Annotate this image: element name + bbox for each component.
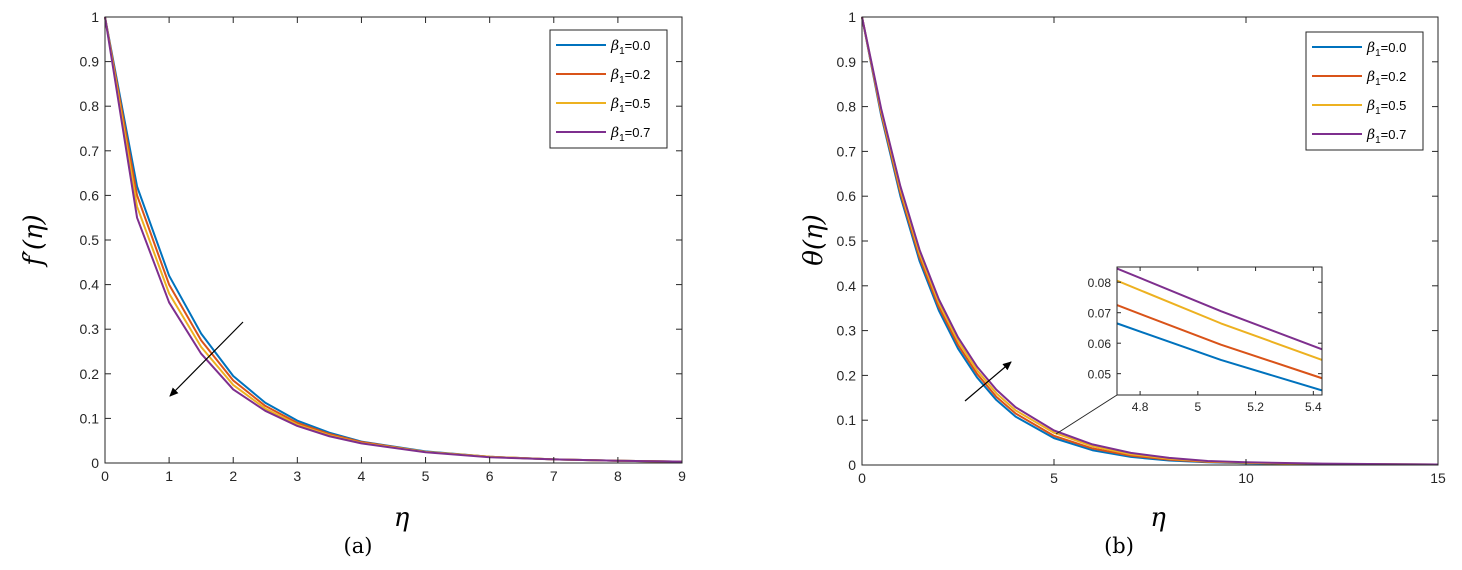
panel-b-inset-y-tick-label: 0.07: [1088, 307, 1112, 321]
panel-b-x-tick-label: 0: [858, 470, 866, 486]
panel-a-y-tick-label: 0.2: [80, 366, 100, 382]
panel-b-inset-series-line-1: [1117, 304, 1322, 380]
panel-b-y-tick-label: 0.3: [837, 323, 857, 339]
panel-b-y-axis-label: θ(η): [799, 214, 829, 266]
panel-b-inset-background: [1117, 267, 1322, 395]
panel-a-y-tick-label: 0.8: [80, 98, 100, 114]
panel-b-inset-x-tick-label: 4.8: [1132, 400, 1149, 414]
panel-b-legend-label-3: β1=0.7: [1366, 127, 1406, 146]
panel-a-legend-label-0: β1=0.0: [610, 38, 650, 57]
panel-b-inset-y-tick-label: 0.08: [1088, 276, 1112, 290]
panel-b-inset: 4.8 5 5.2 5.4 0.05 0.06 0.07 0.08: [1088, 266, 1323, 414]
panel-b-y-tick-label: 0.8: [837, 99, 857, 115]
panel-b-inset-x-tick-label: 5.2: [1247, 400, 1264, 414]
panel-a-y-tick-label: 0.7: [80, 143, 100, 159]
panel-b-y-tick-label: 0.9: [837, 54, 857, 70]
panel-a-y-tick-label: 0.1: [80, 410, 100, 426]
panel-b-inset-y-tick-label: 0.06: [1088, 337, 1112, 351]
panel-a-y-tick-label: 0.3: [80, 321, 100, 337]
panel-b-inset-y-tick-label: 0.05: [1088, 368, 1112, 382]
panel-b-inset-series-line-3: [1117, 267, 1322, 351]
panel-a-x-tick-label: 7: [550, 468, 558, 484]
panel-a-caption: (a): [344, 534, 373, 558]
panel-a-y-tick-label: 0.9: [80, 54, 100, 70]
panel-a-x-tick-label: 6: [486, 468, 494, 484]
panel-b-x-tick-label: 15: [1430, 470, 1446, 486]
panel-b-x-tick-label: 10: [1238, 470, 1254, 486]
panel-a-x-tick-label: 4: [358, 468, 366, 484]
panel-b-legend-label-0: β1=0.0: [1366, 40, 1406, 59]
panel-a-legend-label-1: β1=0.2: [610, 67, 650, 86]
panel-a-x-axis-label: η: [394, 503, 410, 533]
panel-b-legend-label-1: β1=0.2: [1366, 69, 1406, 88]
panel-b-x-axis-label: η: [1150, 503, 1166, 533]
panel-a-x-tick-label: 5: [422, 468, 430, 484]
panel-a-series-line-3: [104, 16, 683, 463]
panel-a: 0 1 2 3 4 5 6 7 8 9 0 0.1 0.2 0.3 0.4 0.5 0.6 0.7 0.8 0.9 1 η…: [19, 9, 686, 558]
panel-b-inset-x-tick-label: 5.4: [1305, 400, 1322, 414]
panel-b-x-tick-label: 5: [1050, 470, 1058, 486]
panel-b-y-tick-label: 0.6: [837, 188, 857, 204]
panel-a-y-tick-label: 0.6: [80, 187, 100, 203]
panel-b-y-tick-label: 0.2: [837, 367, 857, 383]
panel-a-y-tick-label: 0: [91, 455, 99, 471]
panel-a-x-tick-label: 3: [293, 468, 301, 484]
panel-a-x-tick-label: 0: [101, 468, 109, 484]
panel-a-legend-label-3: β1=0.7: [610, 125, 650, 144]
panel-a-x-tick-label: 9: [678, 468, 686, 484]
panel-b-caption: (b): [1104, 534, 1134, 558]
panel-b: 0 5 10 15 0 0.1 0.2 0.3 0.4 0.5 0.6 0.7 0.8 0.9 1 η θ(η)…: [799, 9, 1446, 558]
panel-a-y-tick-label: 0.5: [80, 232, 100, 248]
panel-b-y-tick-label: 1: [848, 9, 856, 25]
panel-a-x-tick-label: 2: [229, 468, 237, 484]
panel-a-x-tick-label: 1: [165, 468, 173, 484]
panel-b-series-line-3: [861, 16, 1439, 466]
panel-b-inset-connector: [1055, 394, 1118, 435]
panel-a-trend-arrow: [169, 321, 244, 397]
panel-b-inset-axes-box: [1116, 266, 1323, 396]
panel-a-y-tick-label: 1: [91, 9, 99, 25]
panel-b-y-tick-label: 0.1: [837, 412, 857, 428]
panel-b-inset-x-tick-label: 5: [1195, 400, 1202, 414]
panel-b-y-tick-label: 0.4: [837, 278, 857, 294]
panel-a-y-axis-label: f′(η): [19, 214, 49, 267]
panel-a-x-tick-label: 8: [614, 468, 622, 484]
panel-b-y-tick-label: 0: [848, 457, 856, 473]
panel-a-legend-label-2: β1=0.5: [610, 96, 650, 115]
panel-b-y-tick-label: 0.5: [837, 233, 857, 249]
panel-b-trend-arrow: [964, 361, 1012, 402]
panel-a-legend-box: [549, 29, 668, 149]
panel-b-y-tick-label: 0.7: [837, 143, 857, 159]
panel-b-inset-series-line-2: [1117, 279, 1322, 361]
panel-b-legend-box: [1305, 31, 1424, 151]
panel-b-inset-series-line-0: [1117, 322, 1322, 392]
panel-b-legend: β1=0.0 β1=0.2 β1=0.5 β1=0.7: [1305, 31, 1424, 151]
panel-a-legend: β1=0.0 β1=0.2 β1=0.5 β1=0.7: [549, 29, 668, 149]
panel-a-y-tick-label: 0.4: [80, 277, 100, 293]
panel-b-legend-label-2: β1=0.5: [1366, 98, 1406, 117]
